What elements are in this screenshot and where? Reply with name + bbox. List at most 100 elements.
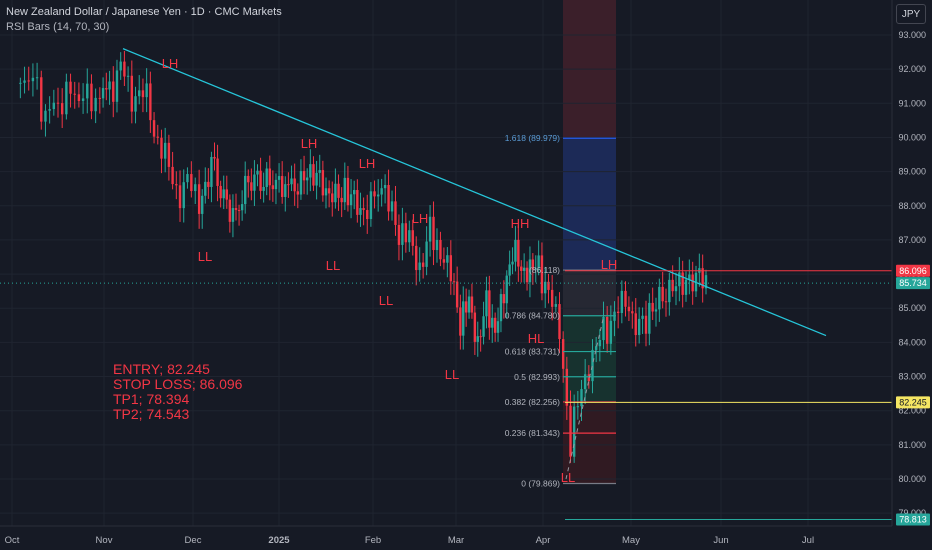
candle-body <box>496 321 500 333</box>
candle-body <box>644 315 648 334</box>
candle-body <box>253 174 256 191</box>
candle-body <box>141 90 145 98</box>
candle-body <box>69 81 72 94</box>
candle-body <box>505 275 508 304</box>
candle-body <box>624 290 627 307</box>
candle-body <box>522 267 526 271</box>
candle-body <box>108 81 111 90</box>
candle-body <box>528 259 532 283</box>
price-badge-label: 78.813 <box>899 515 927 525</box>
x-tick-label: Jun <box>713 535 728 546</box>
candle-body <box>674 286 678 292</box>
x-tick-label: May <box>622 535 640 546</box>
candle-body <box>565 368 569 406</box>
candle-body <box>362 208 365 211</box>
candle-body <box>449 255 453 282</box>
candle-body <box>130 75 134 112</box>
candle-body <box>112 81 115 102</box>
pattern-label-hl: HL <box>528 331 545 346</box>
fib-label-0.618: 0.618 (83.731) <box>505 347 560 357</box>
candle-body <box>609 320 613 344</box>
candle-body <box>94 97 97 112</box>
candle-body <box>569 405 572 457</box>
candle-body <box>225 189 228 200</box>
candle-body <box>312 164 315 186</box>
candle-body <box>101 88 105 99</box>
candle-body <box>234 208 238 210</box>
candle-body <box>60 103 64 115</box>
candle-body <box>525 267 529 283</box>
fib-label-1: (86.118) <box>529 265 560 275</box>
candle-body <box>324 188 328 196</box>
time-scale-bg <box>0 526 932 550</box>
candle-body <box>576 406 580 408</box>
candle-body <box>408 230 411 243</box>
fib-label-1.618: 1.618 (89.979) <box>505 133 560 143</box>
candle-body <box>508 264 511 276</box>
candle-body <box>470 296 474 313</box>
candle-body <box>401 223 404 245</box>
candle-body <box>48 109 51 111</box>
candle-body <box>397 224 401 245</box>
candle-body <box>145 83 148 98</box>
price-badge-label: 86.096 <box>899 266 927 276</box>
y-tick-label: 87.000 <box>898 235 926 245</box>
y-tick-label: 82.000 <box>898 406 926 416</box>
candle-body <box>473 312 477 342</box>
candle-body <box>318 170 321 173</box>
y-tick-label: 83.000 <box>898 372 926 382</box>
price-badge-1 <box>896 277 930 290</box>
candle-body <box>641 315 644 319</box>
candle-body <box>580 389 583 407</box>
x-tick-label: Nov <box>96 535 113 546</box>
candle-body <box>274 179 278 190</box>
currency-badge[interactable]: JPY <box>896 4 926 24</box>
x-tick-label: Oct <box>5 535 20 546</box>
candle-body <box>86 83 89 99</box>
candle-body <box>664 301 668 303</box>
candle-body <box>671 279 674 292</box>
candle-body <box>343 177 346 203</box>
candle-body <box>250 182 253 191</box>
candle-body <box>302 171 306 181</box>
candle-body <box>284 184 287 197</box>
candle-body <box>678 272 681 287</box>
candle-body <box>77 94 81 101</box>
candle-body <box>462 301 465 336</box>
candle-body <box>359 208 362 215</box>
pattern-label-ll: LL <box>379 293 393 308</box>
y-tick-label: 88.000 <box>898 201 926 211</box>
candle-body <box>587 374 591 382</box>
indicator-legend[interactable]: RSI Bars (14, 70, 30) <box>6 21 110 33</box>
candle-body <box>627 306 631 312</box>
x-tick-label: Dec <box>185 535 202 546</box>
candle-body <box>123 61 126 77</box>
candle-body <box>204 181 207 196</box>
candle-body <box>572 406 576 457</box>
tp2-note: TP2; 74.543 <box>113 406 190 422</box>
candle-body <box>222 189 225 199</box>
candle-body <box>81 98 85 101</box>
candle-body <box>201 195 204 214</box>
candles <box>19 50 708 463</box>
candle-body <box>340 197 343 203</box>
y-tick-label: 91.000 <box>898 98 926 108</box>
candle-body <box>197 184 201 214</box>
price-badge-3 <box>896 513 930 526</box>
candle-body <box>482 316 485 337</box>
pattern-label-ll: LL <box>326 258 340 273</box>
candle-body <box>634 313 637 336</box>
candle-body <box>704 275 708 289</box>
candle-body <box>293 178 296 192</box>
candle-body <box>268 168 271 186</box>
candle-body <box>210 156 213 187</box>
y-tick-label: 80.000 <box>898 474 926 484</box>
candle-body <box>178 185 182 209</box>
candle-body <box>383 185 387 189</box>
candle-body <box>231 208 235 222</box>
candle-body <box>591 349 594 382</box>
candle-body <box>160 137 163 159</box>
fib-label-0.236: 0.236 (81.343) <box>505 428 560 438</box>
candle-body <box>425 241 428 267</box>
